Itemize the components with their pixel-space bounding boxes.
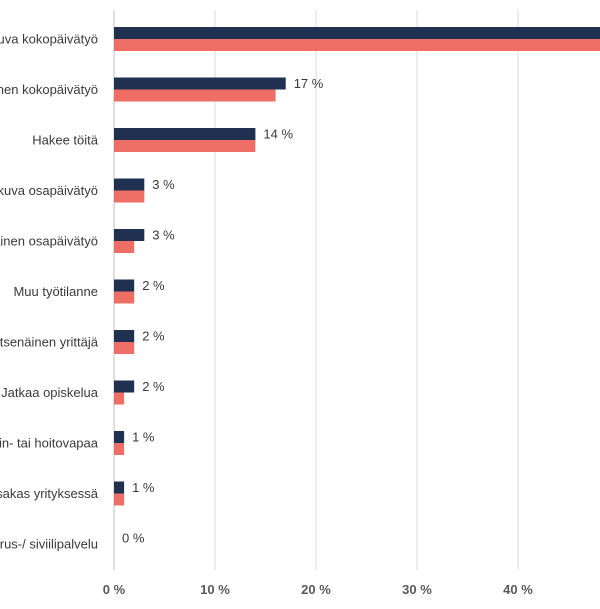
bar-series-1 [114,330,135,342]
data-label: 3 % [152,177,175,192]
bar-series-2 [114,291,135,304]
data-label: 1 % [132,430,155,445]
bar-series-1 [114,229,145,241]
bar-series-1 [114,77,286,90]
bar-series-1 [114,481,125,494]
bar-series-2 [114,241,135,253]
bar-series-1 [114,431,125,443]
data-label: 3 % [152,228,175,243]
bar-series-2 [114,443,125,455]
bar-series-2 [114,89,276,102]
bar-series-1 [114,279,135,292]
data-label: 2 % [142,278,165,293]
x-tick-label: 20 % [301,582,331,597]
data-label: 2 % [142,379,165,394]
category-label: Hakee töitä [32,133,99,148]
category-label: Itsenäinen yrittäjä [0,335,99,350]
x-tick-label: 0 % [103,582,126,597]
data-label: 2 % [142,329,165,344]
bar-series-1 [114,178,145,191]
category-label: Vanhempain- tai hoitovapaa [0,436,99,451]
x-tick-label: 40 % [503,582,533,597]
bar-series-1 [114,27,600,39]
bar-series-2 [114,493,125,506]
category-label: Määräaikainen osapäivätyö [0,234,98,249]
x-tick-label: 30 % [402,582,432,597]
category-label: Jatkuva kokopäivätyö [0,32,98,47]
category-labels: Jatkuva kokopäivätyö Määräaikainen kokopä… [0,32,99,552]
category-label: Osakas yrityksessä [0,486,99,501]
bar-series-2 [114,392,125,405]
bar-series-1 [114,128,256,140]
category-label: Jatkaa opiskelua [1,385,99,400]
data-label: 0 % [122,531,145,546]
data-label: 14 % [263,127,293,142]
bar-series-2 [114,190,145,203]
category-label: Varus-/ siviilipalvelu [0,537,98,552]
data-labels: 17 % 14 % 3 % 3 % 2 % 2 % 2 % 1 % 1 % 0 % [122,76,324,546]
bar-series-2 [114,39,600,51]
category-label: Jatkuva osapäivätyö [0,183,98,198]
data-label: 1 % [132,480,155,495]
data-label: 17 % [294,76,324,91]
bars [114,27,600,506]
x-axis-ticks: 0 % 10 % 20 % 30 % 40 % [103,582,533,597]
category-label: Määräaikainen kokopäivätyö [0,82,98,97]
bar-series-1 [114,380,135,393]
bar-series-2 [114,140,256,152]
x-tick-label: 10 % [200,582,230,597]
bar-series-2 [114,342,135,354]
category-label: Muu työtilanne [13,284,98,299]
